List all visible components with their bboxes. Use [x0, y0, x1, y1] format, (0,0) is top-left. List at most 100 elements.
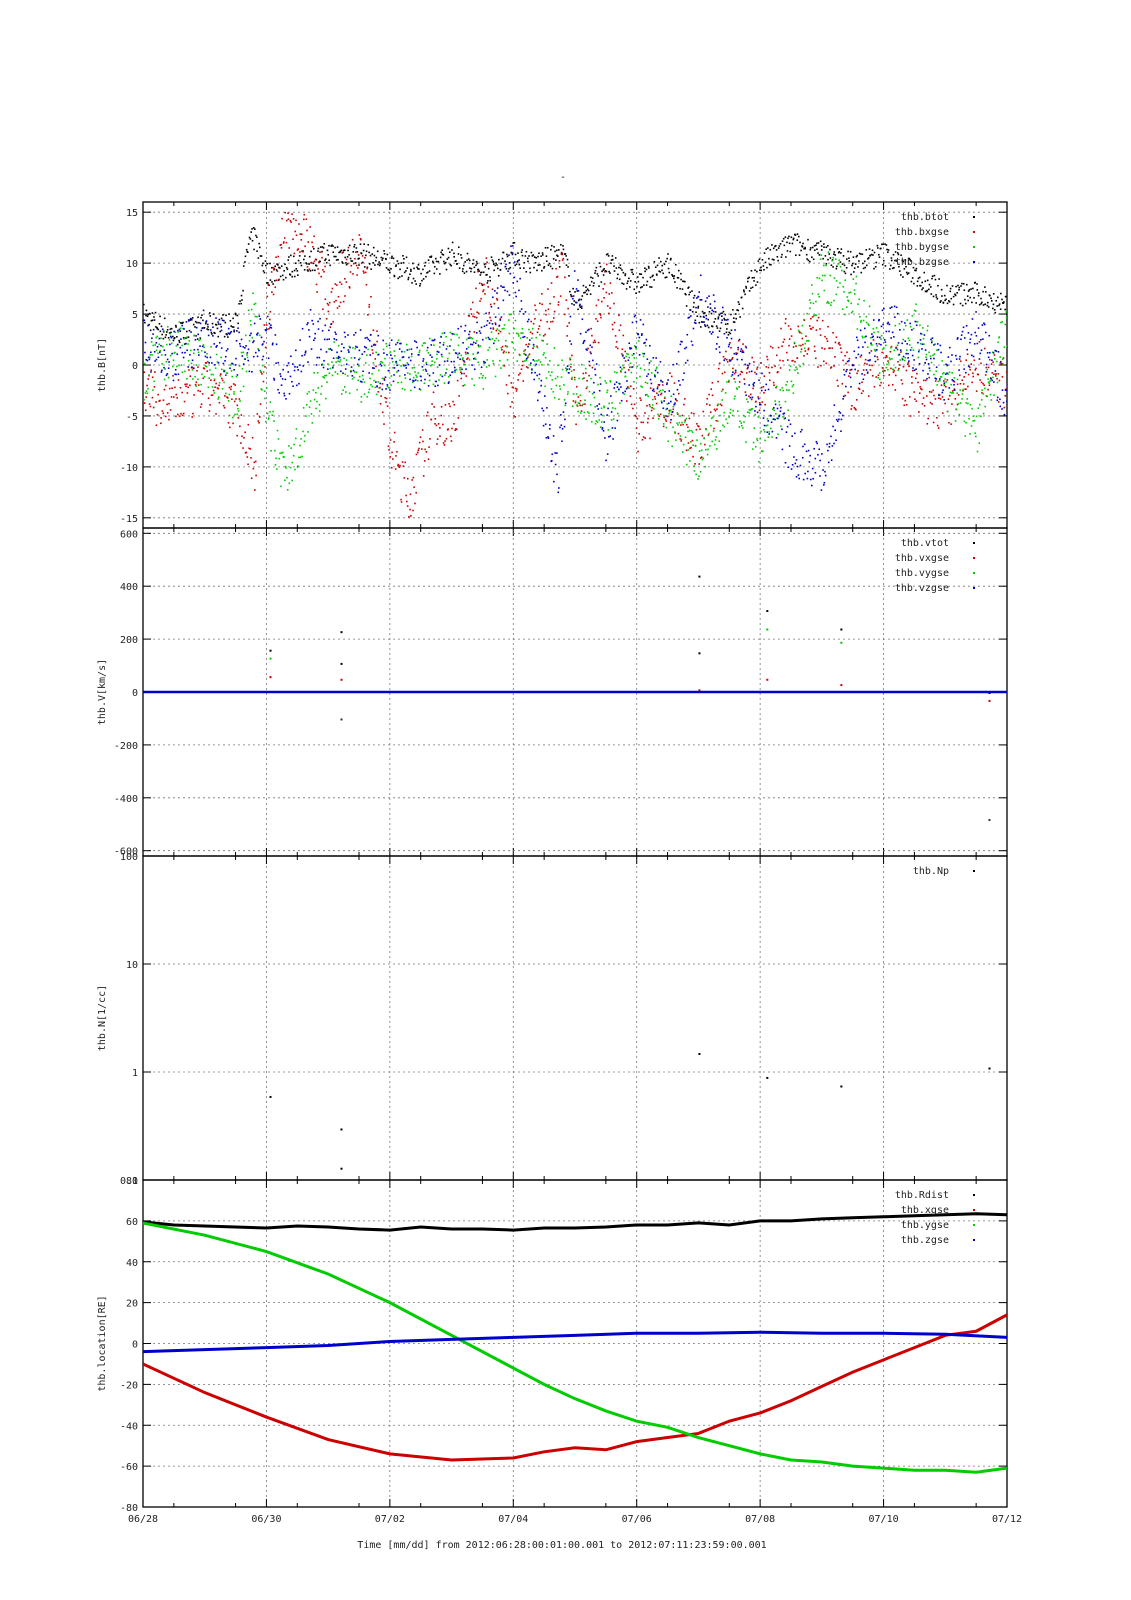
data-point	[188, 329, 191, 332]
data-point	[756, 411, 759, 414]
data-point	[179, 330, 182, 332]
data-point	[696, 315, 699, 318]
data-point	[557, 364, 559, 367]
data-point	[901, 358, 904, 361]
data-point	[341, 261, 343, 263]
data-point	[517, 252, 519, 254]
data-point	[152, 344, 155, 347]
data-point	[339, 359, 342, 361]
data-point	[722, 310, 725, 313]
data-point	[561, 368, 564, 371]
data-point	[196, 321, 198, 324]
data-point	[728, 416, 730, 418]
data-point	[365, 283, 368, 286]
data-point	[451, 249, 453, 251]
data-point	[341, 343, 343, 345]
data-point	[525, 366, 528, 368]
data-point	[1004, 395, 1007, 397]
data-point	[150, 351, 152, 354]
data-point	[283, 394, 286, 397]
data-point	[584, 291, 586, 294]
data-point	[223, 335, 226, 338]
data-point	[792, 237, 795, 240]
data-point	[948, 371, 951, 374]
data-point	[384, 357, 386, 360]
data-point	[646, 404, 648, 407]
data-point	[765, 424, 767, 427]
data-point	[720, 404, 723, 407]
data-point	[604, 269, 607, 272]
data-point	[453, 403, 456, 406]
data-point	[222, 314, 224, 316]
data-point	[269, 676, 272, 679]
data-point	[233, 330, 235, 333]
data-point	[678, 421, 681, 424]
data-point	[971, 318, 974, 320]
data-point	[393, 441, 395, 443]
data-point	[876, 244, 879, 247]
data-point	[946, 372, 948, 375]
data-point	[265, 264, 267, 267]
data-point	[674, 431, 676, 433]
data-point	[625, 387, 628, 390]
data-point	[162, 345, 164, 348]
data-point	[325, 261, 328, 264]
data-point	[629, 286, 631, 288]
data-point	[438, 379, 440, 381]
data-point	[701, 458, 704, 461]
data-point	[489, 279, 491, 282]
data-point	[849, 376, 852, 379]
data-point	[743, 421, 745, 423]
data-point	[208, 410, 211, 412]
data-point	[726, 337, 728, 339]
data-point	[733, 378, 735, 380]
data-point	[834, 254, 837, 256]
data-point	[795, 366, 797, 369]
data-point	[887, 362, 890, 364]
data-point	[325, 397, 327, 400]
data-point	[922, 337, 925, 340]
data-point	[679, 384, 681, 386]
data-point	[626, 380, 628, 382]
data-point	[309, 309, 312, 311]
data-point	[296, 274, 299, 276]
data-point	[975, 335, 978, 337]
data-point	[598, 262, 601, 264]
data-point	[561, 427, 564, 430]
data-point	[254, 315, 257, 318]
data-point	[498, 324, 501, 327]
data-point	[662, 407, 665, 410]
data-point	[262, 270, 265, 272]
data-point	[728, 359, 731, 361]
data-point	[387, 369, 390, 372]
data-point	[862, 369, 865, 371]
data-point	[731, 358, 733, 361]
data-point	[809, 302, 812, 304]
data-point	[1001, 298, 1003, 301]
data-point	[571, 405, 574, 407]
data-point	[217, 321, 219, 323]
data-point	[788, 445, 791, 447]
data-point	[307, 361, 309, 363]
data-point	[669, 258, 672, 261]
data-point	[199, 338, 202, 341]
data-point	[978, 292, 980, 294]
data-point	[435, 358, 438, 360]
data-point	[322, 308, 324, 310]
data-point	[950, 423, 952, 425]
data-point	[642, 421, 644, 424]
data-point	[619, 267, 622, 270]
data-point	[311, 319, 313, 322]
data-point	[150, 319, 153, 322]
data-point	[760, 430, 762, 433]
data-point	[653, 279, 655, 281]
data-point	[938, 397, 940, 399]
data-point	[918, 392, 921, 395]
data-point	[298, 382, 300, 385]
data-point	[953, 380, 956, 383]
data-point	[804, 246, 806, 249]
data-point	[931, 277, 933, 280]
data-point	[239, 342, 241, 345]
data-point	[502, 352, 505, 354]
data-point	[170, 342, 173, 345]
